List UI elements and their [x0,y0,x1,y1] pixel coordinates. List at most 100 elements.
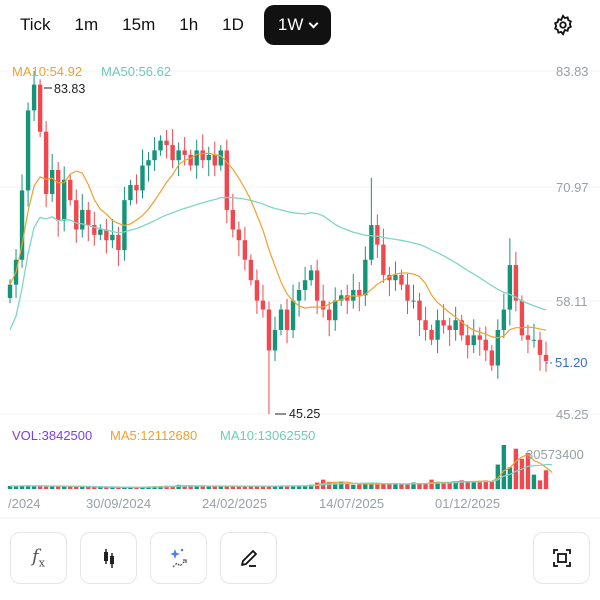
tab-1d[interactable]: 1D [222,15,244,34]
candle-body [176,150,181,161]
volume-bar [477,482,482,489]
volume-bar [122,487,127,489]
candle-body [357,289,362,296]
volume-bar [260,486,266,489]
candle-body [212,154,217,166]
fullscreen-icon [552,549,571,567]
volume-bar [146,486,151,489]
candle-body [254,280,260,301]
volume-bar [435,481,440,489]
candle-body [483,339,488,351]
volume-bar [483,480,488,489]
volume-bar [489,481,494,489]
volume-bar [62,486,67,489]
candlestick-chart[interactable]: MA10:54.92 MA50:56.62 83.83 45.25 83.83 … [0,0,600,525]
volume-bar [236,485,242,489]
volume-bar [218,486,223,489]
candle-body [495,329,501,366]
volume-bar [206,486,211,489]
candle-body [152,150,157,161]
candlestick-icon [103,549,114,568]
y-tick: 45.25 [556,407,589,422]
fullscreen-button[interactable] [533,532,590,584]
volume-bar [194,485,199,489]
candle-body [339,295,344,301]
volume-bar [158,486,163,489]
tab-1h[interactable]: 1h [179,15,199,34]
candle-body [369,225,374,260]
interval-tabs: Tick 1m 15m 1h 1D 1W [0,4,600,46]
volume-bar [429,479,434,489]
volume-bar [19,485,25,489]
volume-bar [86,486,91,489]
candle-body [55,169,61,221]
candle-body [513,265,519,301]
volume-bar [393,483,398,489]
volume-bar [387,484,392,489]
volume-bar [465,481,470,489]
x-tick: 24/02/2025 [202,496,267,511]
volume-bar [230,486,236,489]
volume-bar [290,485,296,489]
tab-tick[interactable]: Tick [20,15,51,34]
volume-bar [351,484,356,489]
volume-bar [411,482,416,489]
candle-body [86,209,91,226]
volume-bar [152,486,157,489]
candle-body [194,150,199,166]
volume-bar [302,485,308,489]
candle-body [333,300,338,321]
candle-body [308,270,314,281]
volume-bar [441,482,446,489]
ai-pattern-button[interactable] [150,532,207,584]
volume-bar [224,486,230,489]
candle-body [74,200,79,230]
candle-body [381,244,386,275]
volume-bar [110,487,115,489]
candle-body [435,320,440,340]
volume-bar [369,483,374,489]
candle-body [19,190,25,260]
volume-bar [92,487,97,489]
volume-bar [200,486,205,489]
volume-bar [339,482,344,489]
vol-ma5-legend: MA5:12112680 [110,428,197,443]
volume-bar [531,474,537,489]
candle-body [140,165,145,191]
candle-body [278,309,284,330]
candle-body [80,209,85,230]
high-annotation: 83.83 [54,82,85,96]
candle-body [531,339,537,341]
candle-body [43,131,49,194]
volume-bar [55,485,61,489]
candle-body [465,335,470,346]
tab-1m[interactable]: 1m [74,15,99,34]
candle-body [543,354,549,362]
x-tick: 14/07/2025 [319,496,384,511]
volume-bar [188,486,193,489]
tab-15m[interactable]: 15m [122,15,156,34]
gear-icon[interactable] [552,14,574,36]
volume-bar [525,453,531,489]
candle-body [128,185,133,201]
indicators-button[interactable]: fx [10,532,67,584]
candle-body [92,225,97,235]
drawing-button[interactable] [220,532,277,584]
candle-body [98,229,103,235]
volume-bar [357,484,362,489]
candle-body [459,320,464,336]
candle-body [326,309,332,321]
candle-body [387,274,392,281]
candle-body [302,280,308,290]
volume-bar [326,481,332,489]
volume-bar [278,485,284,489]
chart-type-button[interactable] [80,532,137,584]
candle-body [471,335,476,346]
volume-bar [399,484,404,489]
volume-bar [272,485,278,489]
candle-body [62,179,67,221]
volume-bar [182,485,187,489]
tab-1w[interactable]: 1W [263,5,332,45]
candle-body [7,284,13,298]
candle-body [134,185,139,191]
